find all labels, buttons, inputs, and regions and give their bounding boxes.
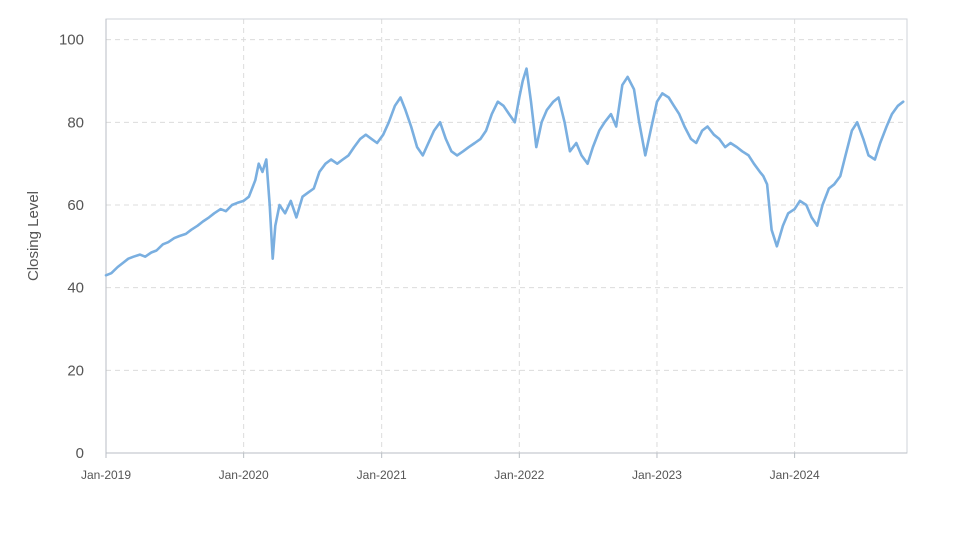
y-axis-title: Closing Level	[25, 191, 42, 281]
y-tick-label: 40	[67, 280, 84, 297]
x-tick-label: Jan-2020	[219, 468, 269, 482]
y-tick-label: 100	[59, 32, 84, 49]
y-tick-label: 0	[76, 445, 84, 462]
x-tick-label: Jan-2024	[770, 468, 820, 482]
y-tick-label: 20	[67, 362, 84, 379]
x-tick-label: Jan-2022	[494, 468, 544, 482]
y-tick-label: 60	[67, 197, 84, 214]
series-line	[104, 67, 905, 277]
plot-frame	[105, 18, 908, 454]
label-layer: 0 20 40 60 80 100 Jan-2019 Jan-2020 Jan-2021 Jan-…	[59, 32, 820, 482]
axis-layer	[105, 18, 908, 458]
series-layer	[104, 67, 905, 277]
grid-layer	[106, 19, 907, 453]
x-tick-label: Jan-2021	[357, 468, 407, 482]
y-tick-label: 80	[67, 114, 84, 131]
x-tick-label: Jan-2019	[81, 468, 131, 482]
x-tick-label: Jan-2023	[632, 468, 682, 482]
